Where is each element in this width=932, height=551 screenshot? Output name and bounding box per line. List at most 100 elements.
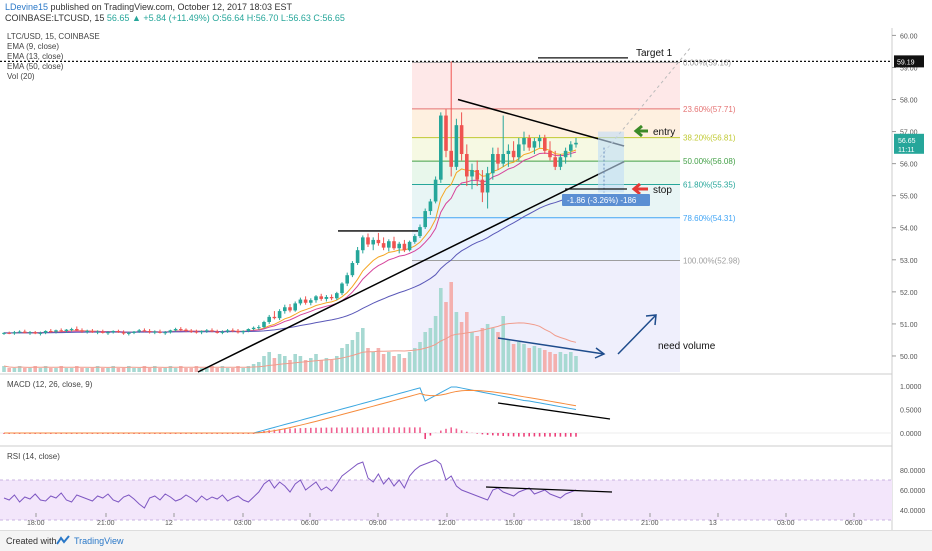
volume-bar: [559, 352, 563, 372]
volume-bar: [70, 368, 74, 372]
macd-histogram-bar: [300, 428, 302, 433]
volume-bar: [189, 368, 193, 372]
volume-bar: [517, 342, 521, 372]
volume-bar: [527, 348, 531, 372]
volume-bar: [543, 350, 547, 372]
macd-histogram-bar: [513, 433, 515, 436]
candle-body: [481, 180, 485, 193]
candlestick: [288, 304, 292, 312]
macd-histogram-bar: [326, 428, 328, 433]
candle-body: [371, 240, 375, 244]
candle-body: [262, 322, 266, 327]
volume-bar: [460, 322, 464, 372]
candle-body: [122, 332, 126, 333]
volume-bar: [361, 328, 365, 372]
candle-body: [143, 330, 147, 331]
candlestick: [423, 209, 427, 230]
tradingview-logo-icon: [56, 535, 70, 546]
candle-body: [163, 332, 167, 333]
macd-histogram-bar: [528, 433, 530, 436]
macd-histogram-bar: [362, 427, 364, 433]
candlestick: [304, 296, 308, 304]
rsi-tick-label: 40.0000: [900, 508, 925, 515]
macd-histogram-bar: [539, 433, 541, 437]
volume-bar: [7, 368, 11, 372]
candle-body: [309, 300, 313, 303]
candle-body: [70, 329, 74, 330]
volume-bar: [553, 354, 557, 372]
candle-body: [252, 328, 256, 329]
candle-body: [507, 151, 511, 154]
candlestick: [153, 330, 157, 334]
macd-histogram-bar: [570, 433, 572, 437]
candle-body: [2, 333, 6, 334]
price-tick-label: 54.00: [900, 226, 918, 233]
volume-bar: [137, 368, 141, 372]
candle-body: [465, 154, 469, 176]
time-tick-label: 03:00: [777, 520, 795, 527]
candle-body: [215, 332, 219, 333]
price-tick-label: 55.00: [900, 194, 918, 201]
candle-body: [439, 116, 443, 180]
time-tick-label: 12: [165, 520, 173, 527]
volume-bar: [2, 366, 6, 372]
candle-body: [351, 263, 355, 275]
macd-histogram-bar: [372, 427, 374, 433]
candle-body: [496, 154, 500, 164]
candlestick: [444, 109, 448, 157]
candle-body: [434, 180, 438, 202]
macd-histogram-bar: [487, 433, 489, 435]
time-tick-label: 09:00: [369, 520, 387, 527]
candle-body: [288, 307, 292, 310]
macd-histogram-bar: [497, 433, 499, 436]
candlestick: [273, 311, 277, 319]
volume-bar: [356, 332, 360, 372]
volume-bar: [314, 354, 318, 372]
candle-body: [335, 293, 339, 298]
fib-zone: [412, 218, 680, 261]
candle-body: [543, 138, 547, 151]
candlestick: [366, 234, 370, 247]
macd-histogram-bar: [404, 427, 406, 433]
candle-body: [293, 303, 297, 310]
price-chart[interactable]: 0.00%(59.16)23.60%(57.71)38.20%(56.81)50…: [0, 0, 932, 530]
candlestick: [226, 329, 230, 333]
candle-body: [449, 151, 453, 167]
candlestick: [340, 282, 344, 295]
volume-bar: [122, 368, 126, 372]
candle-body: [408, 242, 412, 250]
candle-body: [283, 307, 287, 311]
candlestick: [221, 330, 225, 334]
candlestick: [371, 237, 375, 250]
candle-body: [340, 284, 344, 294]
candle-body: [195, 332, 199, 333]
time-tick-label: 21:00: [641, 520, 659, 527]
volume-bar: [278, 354, 282, 372]
candle-body: [278, 311, 282, 318]
volume-bar: [564, 354, 568, 372]
time-tick-label: 18:00: [573, 520, 591, 527]
volume-bar: [574, 356, 578, 372]
candle-body: [330, 297, 334, 298]
candlestick: [408, 241, 412, 252]
volume-bar: [184, 368, 188, 372]
volume-bar: [23, 368, 27, 372]
volume-bar: [345, 344, 349, 372]
volume-bar: [429, 328, 433, 372]
macd-histogram-bar: [315, 428, 317, 433]
candlestick: [85, 330, 89, 334]
macd-histogram-bar: [367, 427, 369, 433]
candle-body: [137, 330, 141, 331]
candle-body: [382, 243, 386, 247]
tradingview-brand[interactable]: TradingView: [74, 536, 124, 546]
candlestick: [387, 239, 391, 251]
candle-body: [418, 227, 422, 236]
candle-body: [80, 330, 84, 331]
time-tick-label: 12:00: [438, 520, 456, 527]
candle-body: [403, 244, 407, 250]
candle-body: [475, 170, 479, 180]
candle-body: [522, 138, 526, 144]
macd-histogram-bar: [357, 427, 359, 433]
volume-bar: [106, 368, 110, 372]
candle-body: [117, 331, 121, 332]
